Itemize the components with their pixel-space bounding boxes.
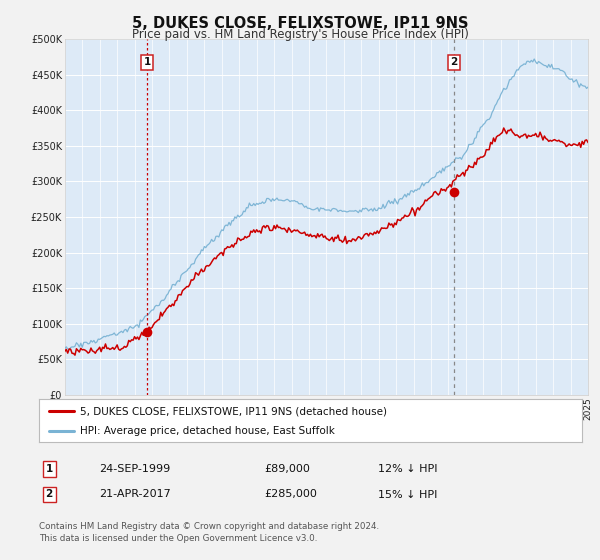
Text: 2: 2: [46, 489, 53, 500]
Text: 24-SEP-1999: 24-SEP-1999: [99, 464, 170, 474]
Text: 12% ↓ HPI: 12% ↓ HPI: [378, 464, 437, 474]
Text: 21-APR-2017: 21-APR-2017: [99, 489, 171, 500]
Text: 5, DUKES CLOSE, FELIXSTOWE, IP11 9NS (detached house): 5, DUKES CLOSE, FELIXSTOWE, IP11 9NS (de…: [80, 407, 387, 416]
Text: Contains HM Land Registry data © Crown copyright and database right 2024.: Contains HM Land Registry data © Crown c…: [39, 522, 379, 531]
Text: HPI: Average price, detached house, East Suffolk: HPI: Average price, detached house, East…: [80, 426, 335, 436]
Text: 5, DUKES CLOSE, FELIXSTOWE, IP11 9NS: 5, DUKES CLOSE, FELIXSTOWE, IP11 9NS: [132, 16, 468, 31]
Text: 1: 1: [143, 57, 151, 67]
Text: £285,000: £285,000: [264, 489, 317, 500]
Text: £89,000: £89,000: [264, 464, 310, 474]
Text: 15% ↓ HPI: 15% ↓ HPI: [378, 489, 437, 500]
Text: 2: 2: [450, 57, 457, 67]
Text: Price paid vs. HM Land Registry's House Price Index (HPI): Price paid vs. HM Land Registry's House …: [131, 28, 469, 41]
Text: 1: 1: [46, 464, 53, 474]
Text: This data is licensed under the Open Government Licence v3.0.: This data is licensed under the Open Gov…: [39, 534, 317, 543]
